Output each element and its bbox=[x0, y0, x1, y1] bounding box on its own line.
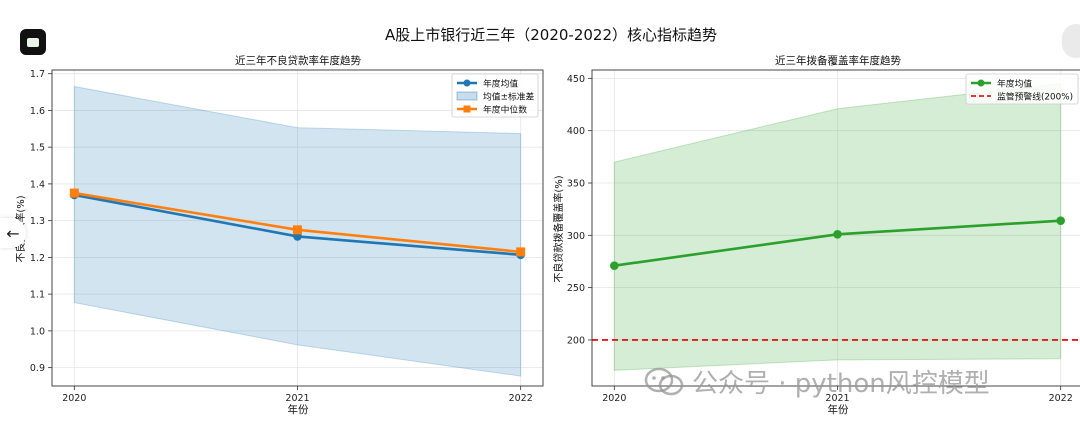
data-point bbox=[833, 229, 842, 239]
legend-marker bbox=[463, 79, 471, 87]
npl-x-axis-label: 年份 bbox=[288, 403, 309, 416]
y-tick-label: 400 bbox=[567, 126, 585, 137]
app-logo-icon[interactable] bbox=[20, 29, 46, 55]
x-tick-label: 2022 bbox=[1049, 393, 1073, 404]
coverage-chart-title: 近三年拨备覆盖率年度趋势 bbox=[775, 54, 901, 67]
y-tick-label: 1.0 bbox=[30, 326, 45, 337]
y-tick-label: 250 bbox=[567, 283, 585, 294]
x-tick-label: 2020 bbox=[602, 393, 626, 404]
legend-label: 年度均值 bbox=[483, 77, 518, 89]
y-tick-label: 1.5 bbox=[30, 143, 45, 154]
legend-label: 均值±标准差 bbox=[483, 90, 535, 102]
watermark-text: 公众号 · python风控模型 bbox=[692, 369, 990, 399]
std-band bbox=[613, 83, 1062, 371]
data-point bbox=[293, 225, 302, 235]
data-point bbox=[516, 247, 526, 257]
legend-box bbox=[965, 73, 1079, 105]
y-tick-label: 450 bbox=[567, 74, 585, 85]
x-tick-label: 2020 bbox=[62, 393, 86, 404]
legend-marker bbox=[977, 79, 985, 87]
figure-suptitle: A股上市银行近三年（2020-2022）核心指标趋势 bbox=[385, 26, 717, 44]
y-tick-label: 0.9 bbox=[30, 363, 45, 374]
axes-frame bbox=[591, 69, 1080, 387]
y-tick-label: 1.4 bbox=[30, 179, 45, 190]
y-tick-label: 200 bbox=[567, 335, 585, 346]
coverage-ratio-chart: 近三年拨备覆盖率年度趋势 年份 不良贷款拨备覆盖率(%) 200 250 300 35… bbox=[552, 54, 1080, 416]
y-tick-label: 300 bbox=[567, 231, 585, 242]
y-tick-label: 1.2 bbox=[30, 253, 45, 264]
y-tick-label: 1.6 bbox=[30, 106, 45, 117]
x-tick-label: 2021 bbox=[285, 393, 309, 404]
x-tick-label: 2022 bbox=[509, 393, 533, 404]
y-tick-label: 350 bbox=[567, 179, 585, 190]
legend-label: 监管预警线(200%) bbox=[997, 90, 1073, 102]
axes-frame bbox=[51, 69, 544, 387]
legend-marker bbox=[463, 105, 471, 113]
data-point bbox=[69, 188, 79, 198]
npl-chart-title: 近三年不良贷款率年度趋势 bbox=[235, 54, 361, 67]
watermark: 公众号 · python风控模型 bbox=[644, 363, 990, 400]
coverage-y-axis-label: 不良贷款拨备覆盖率(%) bbox=[552, 175, 565, 282]
legend-swatch bbox=[456, 91, 478, 101]
x-tick-label: 2021 bbox=[825, 393, 849, 404]
back-arrow-icon[interactable]: ← bbox=[0, 218, 26, 248]
data-point bbox=[610, 261, 619, 270]
data-point bbox=[1056, 216, 1065, 225]
y-tick-label: 1.3 bbox=[30, 216, 45, 227]
wechat-icon bbox=[644, 367, 684, 395]
legend-label: 年度均值 bbox=[997, 77, 1032, 89]
side-panel-tab[interactable] bbox=[1062, 24, 1080, 58]
coverage-x-axis-label: 年份 bbox=[828, 403, 849, 416]
legend-label: 年度中位数 bbox=[483, 103, 527, 115]
y-tick-label: 1.7 bbox=[30, 69, 45, 80]
npl-ratio-chart: 近三年不良贷款率年度趋势 年份 不良贷款率(%) 0.91.01.11.21.3… bbox=[14, 54, 544, 416]
y-tick-label: 1.1 bbox=[30, 290, 45, 301]
legend-box bbox=[451, 73, 539, 118]
